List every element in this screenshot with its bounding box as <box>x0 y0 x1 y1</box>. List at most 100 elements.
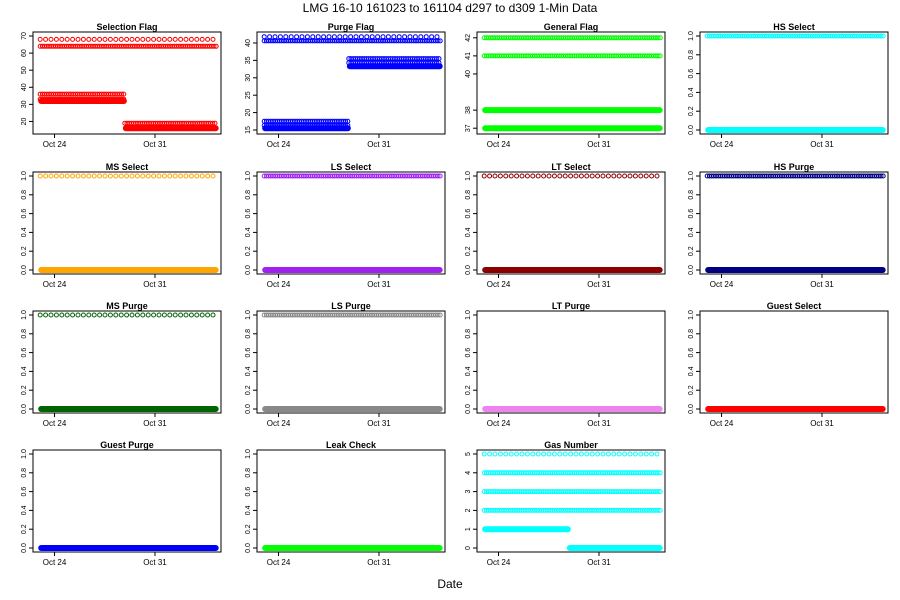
data-point <box>657 470 663 476</box>
series-band <box>482 267 663 273</box>
y-tick-label: 0.2 <box>245 246 252 256</box>
y-tick-label: 0.8 <box>245 329 252 339</box>
data-point <box>589 173 595 179</box>
x-tick-label: Oct 31 <box>587 280 611 289</box>
data-point <box>97 36 103 42</box>
data-point <box>396 34 402 40</box>
plot-frame <box>476 310 666 414</box>
data-point <box>70 36 76 42</box>
data-marks <box>37 36 219 132</box>
data-point <box>514 451 520 457</box>
data-marks <box>37 312 219 412</box>
panel-2: General Flag Oct 24 Oct 31 37 38 40 41 42 <box>465 22 666 149</box>
y-tick-label: 0.0 <box>465 265 472 275</box>
x-tick-label: Oct 24 <box>710 140 734 149</box>
data-point <box>657 489 663 495</box>
x-tick-label: Oct 24 <box>710 280 734 289</box>
data-point <box>118 173 124 179</box>
data-point <box>568 173 574 179</box>
data-point <box>134 312 140 318</box>
data-point <box>304 34 310 40</box>
data-point <box>86 173 92 179</box>
data-marks <box>704 33 886 133</box>
y-tick-label: 30 <box>245 74 252 82</box>
data-point <box>183 36 189 42</box>
data-point <box>86 36 92 42</box>
data-point <box>161 312 167 318</box>
series-band <box>705 127 886 133</box>
plot-frame <box>476 31 666 135</box>
panel-11: Guest Select Oct 24 Oct 31 0.0 0.2 0.4 0.6 0.8 1… <box>688 301 889 428</box>
data-point <box>508 173 514 179</box>
data-point <box>145 36 151 42</box>
data-point <box>562 451 568 457</box>
x-tick-label: Oct 24 <box>487 419 511 428</box>
plot-frame <box>256 31 446 135</box>
panel-title: Purge Flag <box>328 22 375 32</box>
x-tick-label: Oct 24 <box>267 558 291 567</box>
data-point <box>578 173 584 179</box>
data-point <box>611 451 617 457</box>
x-tick-label: Oct 31 <box>143 558 167 567</box>
data-marks <box>481 35 663 132</box>
data-point <box>326 34 332 40</box>
data-point <box>210 312 216 318</box>
data-point <box>37 36 43 42</box>
data-point <box>199 312 205 318</box>
y-tick-label: 0.8 <box>245 468 252 478</box>
x-tick-label: Oct 24 <box>267 280 291 289</box>
data-point <box>530 173 536 179</box>
data-point <box>102 173 108 179</box>
data-point <box>210 120 216 126</box>
data-marks <box>261 34 443 132</box>
data-point <box>497 451 503 457</box>
data-point <box>508 451 514 457</box>
data-point <box>43 312 49 318</box>
data-point <box>310 34 316 40</box>
y-tick-label: 0.6 <box>245 348 252 358</box>
panel-title: Guest Purge <box>100 440 154 450</box>
data-point <box>402 34 408 40</box>
y-tick-label: 0.0 <box>688 404 695 414</box>
data-point <box>573 451 579 457</box>
y-tick-label: 0.2 <box>465 246 472 256</box>
data-point <box>53 36 59 42</box>
y-tick-label: 30 <box>21 100 28 108</box>
data-point <box>272 34 278 40</box>
plot-frame <box>699 310 889 414</box>
data-point <box>59 173 65 179</box>
data-point <box>342 34 348 40</box>
series-band <box>482 406 663 412</box>
y-tick-label: 42 <box>465 34 472 42</box>
data-point <box>172 173 178 179</box>
data-point <box>584 173 590 179</box>
x-axis-label: Date <box>437 577 463 591</box>
panel-title: Leak Check <box>326 440 377 450</box>
series-band <box>482 526 571 533</box>
data-point <box>353 34 359 40</box>
data-point <box>124 36 130 42</box>
y-tick-label: 0.8 <box>21 190 28 200</box>
data-point <box>113 36 119 42</box>
data-point <box>172 36 178 42</box>
data-point <box>288 34 294 40</box>
data-point <box>519 173 525 179</box>
x-tick-label: Oct 24 <box>267 419 291 428</box>
y-tick-label: 1.0 <box>688 31 695 41</box>
data-marks <box>37 173 219 273</box>
data-point <box>584 451 590 457</box>
y-tick-label: 70 <box>21 32 28 40</box>
y-tick-label: 1.0 <box>465 310 472 320</box>
data-point <box>156 36 162 42</box>
data-point <box>503 451 509 457</box>
y-tick-label: 1.0 <box>21 449 28 459</box>
y-tick-label: 0.2 <box>245 524 252 534</box>
data-point <box>107 312 113 318</box>
x-tick-label: Oct 31 <box>810 140 834 149</box>
data-point <box>627 173 633 179</box>
y-tick-label: 0.2 <box>688 106 695 116</box>
data-point <box>595 173 601 179</box>
data-point <box>86 312 92 318</box>
data-point <box>283 34 289 40</box>
page-title: LMG 16-10 161023 to 161104 d297 to d309 … <box>302 1 598 15</box>
